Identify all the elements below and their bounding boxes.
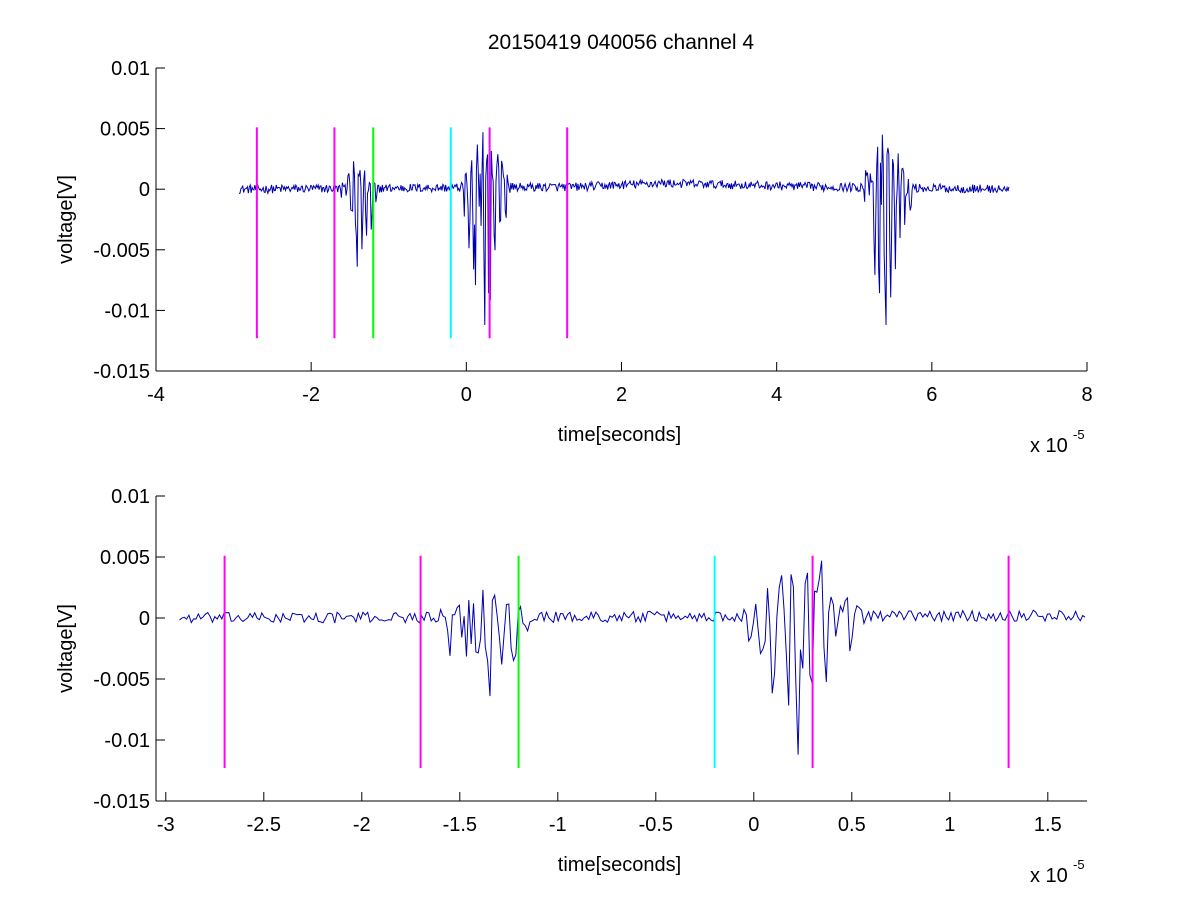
y-tick-label: -0.005	[93, 240, 150, 262]
x-exponent-label: x 10	[1030, 865, 1068, 887]
x-tick-label: -2.5	[247, 814, 281, 836]
x-axis-label: time[seconds]	[558, 854, 681, 876]
x-exponent-superscript: -5	[1073, 427, 1085, 442]
plot-bottom: -3 -2.5 -2 -1.5 -1 -0.5 0 0.5 1 1.5 -0.015 -0.01 -0.…	[55, 486, 1087, 887]
x-tick-label: -1	[549, 814, 567, 836]
x-tick-label: 1	[944, 814, 955, 836]
x-axis-label: time[seconds]	[558, 424, 681, 446]
signal-series-line	[238, 132, 1010, 325]
x-tick-label: 0	[461, 384, 472, 406]
y-tick-label: 0.005	[100, 119, 150, 141]
y-tick-label: -0.01	[104, 300, 150, 322]
x-tick-label: -2	[353, 814, 371, 836]
x-tick-label: 0	[748, 814, 759, 836]
x-tick-label: -0.5	[639, 814, 673, 836]
x-tick-label: -4	[147, 384, 165, 406]
y-tick-label: 0.01	[111, 486, 150, 508]
y-axis-label: voltage[V]	[55, 604, 77, 693]
plot-top: -4 -2 0 2 4 6 8 -0.015 -0.01 -0.005 0 0.005 0.01 time…	[55, 58, 1093, 457]
x-tick-label: -2	[302, 384, 320, 406]
y-tick-label: -0.015	[93, 361, 150, 383]
y-axis-label: voltage[V]	[55, 175, 77, 264]
x-tick-label: 8	[1081, 384, 1092, 406]
y-tick-label: 0.005	[100, 547, 150, 569]
x-tick-label: 2	[616, 384, 627, 406]
x-tick-label: 1.5	[1034, 814, 1062, 836]
y-tick-label: -0.015	[93, 791, 150, 813]
x-tick-label: -1.5	[443, 814, 477, 836]
x-exponent-superscript: -5	[1073, 857, 1085, 872]
y-tick-label: 0	[139, 179, 150, 201]
x-tick-label: 0.5	[838, 814, 866, 836]
x-tick-label: -3	[157, 814, 175, 836]
y-tick-label: -0.005	[93, 669, 150, 691]
y-tick-label: -0.01	[104, 730, 150, 752]
x-tick-label: 4	[771, 384, 782, 406]
x-tick-label: 6	[926, 384, 937, 406]
signal-series-line	[179, 560, 1086, 755]
y-tick-label: 0	[139, 608, 150, 630]
x-exponent-label: x 10	[1030, 435, 1068, 457]
y-tick-label: 0.01	[111, 58, 150, 80]
chart-title: 20150419 040056 channel 4	[488, 31, 755, 54]
